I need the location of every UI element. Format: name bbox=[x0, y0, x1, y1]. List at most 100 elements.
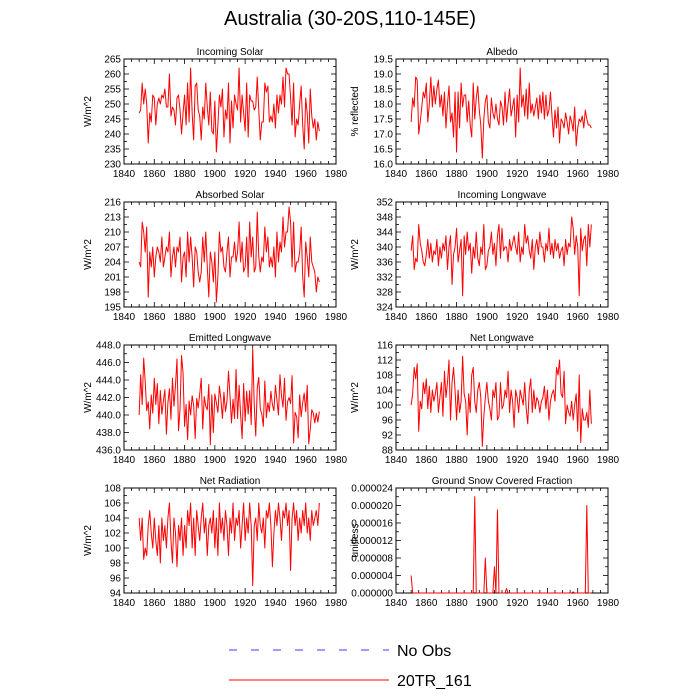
panel-title: Net Radiation bbox=[200, 476, 261, 487]
x-tick-label: 1980 bbox=[325, 312, 348, 323]
x-tick-label: 1840 bbox=[113, 455, 136, 466]
panel-net-radiation: Net Radiation 1840 1860 1880 1900 1920 1940 196… bbox=[83, 476, 348, 609]
y-tick-label: 340 bbox=[376, 243, 393, 254]
x-tick-label: 1900 bbox=[204, 455, 227, 466]
x-tick-label: 1940 bbox=[536, 455, 559, 466]
x-tick-label: 1880 bbox=[445, 598, 468, 609]
series-line-20tr-161 bbox=[138, 502, 320, 586]
y-tick-label: 17.0 bbox=[374, 130, 394, 141]
y-tick-label: 260 bbox=[104, 70, 121, 81]
y-tick-label: 102 bbox=[104, 529, 121, 540]
x-tick-label: 1840 bbox=[385, 169, 408, 180]
x-tick-label: 1940 bbox=[264, 455, 287, 466]
x-tick-label: 1900 bbox=[476, 598, 499, 609]
x-tick-label: 1900 bbox=[204, 169, 227, 180]
x-tick-label: 1920 bbox=[506, 312, 529, 323]
panel-title: Incoming Longwave bbox=[458, 190, 547, 201]
y-tick-label: 448.0 bbox=[96, 341, 121, 352]
x-tick-label: 1900 bbox=[476, 312, 499, 323]
y-tick-label: 18.0 bbox=[374, 100, 394, 111]
panel-ground-snow-covered-fraction: Ground Snow Covered Fraction 1840 1860 1880… bbox=[350, 476, 620, 609]
legend-label: No Obs bbox=[397, 643, 451, 660]
x-tick-label: 1840 bbox=[385, 455, 408, 466]
y-axis-label: W/m^2 bbox=[83, 96, 94, 127]
x-tick-label: 1940 bbox=[536, 169, 559, 180]
x-tick-label: 1880 bbox=[173, 312, 196, 323]
y-tick-label: 324 bbox=[376, 303, 393, 314]
x-tick-label: 1840 bbox=[385, 598, 408, 609]
x-tick-label: 1880 bbox=[173, 169, 196, 180]
x-tick-label: 1860 bbox=[143, 455, 166, 466]
x-tick-label: 1860 bbox=[415, 598, 438, 609]
y-tick-label: 96 bbox=[382, 416, 394, 427]
x-tick-label: 1920 bbox=[234, 169, 257, 180]
y-tick-label: 112 bbox=[377, 356, 393, 367]
y-tick-label: 0.000024 bbox=[351, 484, 393, 495]
x-tick-label: 1980 bbox=[325, 598, 348, 609]
panel-emitted-longwave: Emitted Longwave 1840 1860 1880 1900 1920 1940… bbox=[83, 333, 348, 466]
series-line-20tr-161 bbox=[410, 67, 592, 159]
y-tick-label: 195 bbox=[104, 303, 121, 314]
panel-absorbed-solar: Absorbed Solar 1840 1860 1880 1900 1920 1940 19… bbox=[83, 190, 348, 323]
x-tick-label: 1880 bbox=[445, 169, 468, 180]
x-tick-label: 1920 bbox=[506, 455, 529, 466]
y-tick-label: 440.0 bbox=[96, 411, 121, 422]
chart-title: Australia (30-20S,110-145E) bbox=[224, 8, 476, 30]
x-tick-label: 1980 bbox=[597, 455, 620, 466]
x-tick-label: 1920 bbox=[234, 455, 257, 466]
y-tick-label: 18.5 bbox=[374, 85, 394, 96]
y-tick-label: 16.5 bbox=[374, 145, 394, 156]
x-tick-label: 1840 bbox=[113, 169, 136, 180]
x-tick-label: 1960 bbox=[295, 169, 318, 180]
y-tick-label: 88 bbox=[382, 446, 394, 457]
panel-albedo: Albedo 1840 1860 1880 1900 1920 1940 1960 1980 16… bbox=[350, 47, 620, 180]
y-tick-label: 104 bbox=[104, 514, 121, 525]
y-tick-label: 332 bbox=[376, 273, 393, 284]
series-line-20tr-161 bbox=[138, 348, 320, 446]
x-tick-label: 1860 bbox=[415, 312, 438, 323]
x-tick-label: 1940 bbox=[264, 598, 287, 609]
x-tick-label: 1960 bbox=[295, 312, 318, 323]
y-tick-label: 230 bbox=[104, 160, 121, 171]
x-tick-label: 1900 bbox=[476, 455, 499, 466]
x-tick-label: 1920 bbox=[234, 598, 257, 609]
y-tick-label: 0.000000 bbox=[351, 589, 393, 600]
plot-frame bbox=[395, 201, 609, 308]
y-tick-label: 94 bbox=[110, 589, 122, 600]
y-axis-label: % reflected bbox=[350, 86, 361, 136]
y-tick-label: 106 bbox=[104, 499, 121, 510]
y-tick-label: 436.0 bbox=[96, 446, 121, 457]
y-tick-label: 100 bbox=[376, 401, 393, 412]
y-tick-label: 446.0 bbox=[96, 358, 121, 369]
y-tick-label: 204 bbox=[104, 258, 121, 269]
series-line-20tr-161 bbox=[410, 355, 592, 447]
y-tick-label: 0.000020 bbox=[351, 501, 393, 512]
x-tick-label: 1960 bbox=[567, 169, 590, 180]
x-tick-label: 1880 bbox=[445, 455, 468, 466]
y-tick-label: 104 bbox=[376, 386, 393, 397]
y-axis-label: unitless bbox=[350, 524, 361, 558]
y-axis-label: W/m^2 bbox=[83, 382, 94, 413]
x-tick-label: 1940 bbox=[536, 598, 559, 609]
y-tick-label: 336 bbox=[376, 258, 393, 269]
y-tick-label: 17.5 bbox=[374, 115, 394, 126]
panel-title: Ground Snow Covered Fraction bbox=[432, 476, 573, 487]
x-tick-label: 1940 bbox=[264, 169, 287, 180]
y-tick-label: 96 bbox=[110, 574, 122, 585]
y-tick-label: 108 bbox=[376, 371, 393, 382]
x-tick-label: 1940 bbox=[264, 312, 287, 323]
y-tick-label: 210 bbox=[104, 228, 121, 239]
y-tick-label: 0.000008 bbox=[351, 554, 393, 565]
panel-title: Absorbed Solar bbox=[196, 190, 266, 201]
x-tick-label: 1900 bbox=[476, 169, 499, 180]
y-tick-label: 207 bbox=[104, 243, 121, 254]
series-line-20tr-161 bbox=[138, 206, 320, 303]
x-tick-label: 1880 bbox=[445, 312, 468, 323]
panel-title: Net Longwave bbox=[470, 333, 534, 344]
legend-label: 20TR_161 bbox=[397, 673, 472, 690]
panel-title: Albedo bbox=[486, 47, 518, 58]
x-tick-label: 1980 bbox=[325, 455, 348, 466]
y-tick-label: 344 bbox=[376, 228, 393, 239]
x-tick-label: 1920 bbox=[506, 598, 529, 609]
y-tick-label: 328 bbox=[376, 288, 393, 299]
